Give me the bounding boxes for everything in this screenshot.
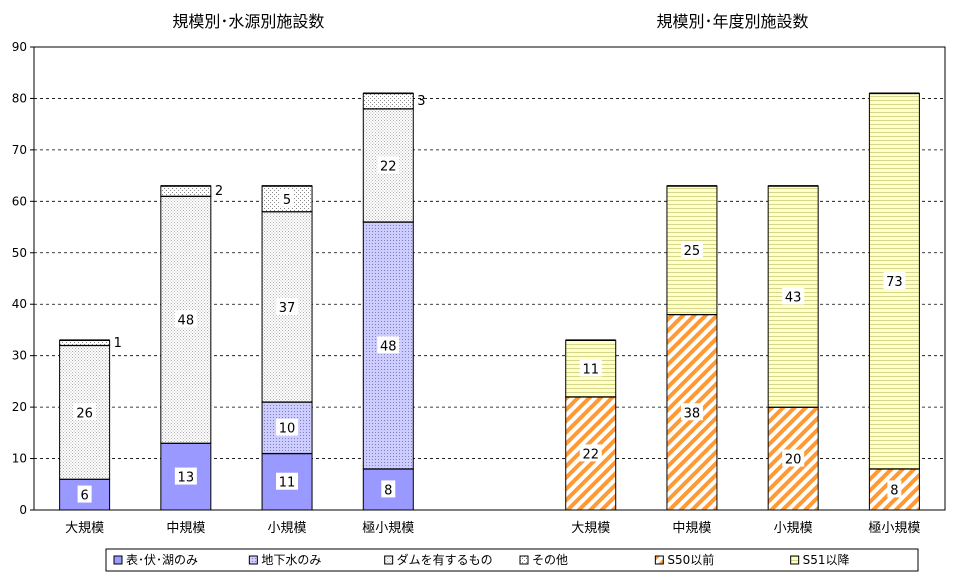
legend-layer: 表･伏･湖のみ 地下水のみ ダムを有するもの その他 S50以前 S51以降 xyxy=(105,548,919,572)
data-label-bg xyxy=(174,310,197,328)
legend-label: 表･伏･湖のみ xyxy=(126,552,198,567)
x-tick-label: 大規模 xyxy=(65,521,104,536)
legend-swatch xyxy=(519,555,529,565)
data-label-bg xyxy=(680,403,703,421)
data-label: 22 xyxy=(380,159,397,174)
data-label-bg xyxy=(276,418,299,436)
labels-layer: 6 26 1 13 48 2 11 10 37 5 8 48 22 3 22 11 38 25 20 43 8 73 xyxy=(73,94,906,504)
legend-swatch xyxy=(654,555,664,565)
data-label: 20 xyxy=(785,453,802,468)
data-label-bg xyxy=(381,480,396,498)
x-tick-label: 極小規模 xyxy=(868,520,920,536)
data-label-bg xyxy=(276,472,299,490)
y-tick-label: 40 xyxy=(12,297,27,311)
legend-label: S50以前 xyxy=(667,552,714,567)
data-label: 8 xyxy=(890,483,898,498)
y-tick-label: 90 xyxy=(12,40,27,54)
x-tick-label: 大規模 xyxy=(571,521,610,536)
x-tick-label: 中規模 xyxy=(166,521,205,536)
x-tick-label: 小規模 xyxy=(774,521,813,536)
data-label: 37 xyxy=(279,301,296,316)
x-tick-label: 中規模 xyxy=(672,521,711,536)
data-label-bg xyxy=(883,272,906,290)
data-label: 11 xyxy=(279,476,296,491)
data-label: 8 xyxy=(384,483,392,498)
data-label: 3 xyxy=(417,94,425,109)
x-tick-label: 小規模 xyxy=(268,521,307,536)
data-label-bg xyxy=(680,241,703,259)
data-label-bg xyxy=(276,297,299,315)
data-label: 13 xyxy=(178,471,195,486)
legend-label: ダムを有するもの xyxy=(397,552,493,567)
legend-label: 地下水のみ xyxy=(261,553,321,567)
data-label-bg xyxy=(377,336,400,354)
data-label: 5 xyxy=(283,193,291,208)
data-label-bg xyxy=(579,444,602,462)
bar-segment xyxy=(160,185,212,197)
data-label-bg xyxy=(174,467,197,485)
data-label: 2 xyxy=(215,184,223,199)
legend-label: S51以降 xyxy=(803,553,850,567)
data-label: 48 xyxy=(380,339,397,354)
legend-label: その他 xyxy=(532,553,568,567)
data-label: 73 xyxy=(886,275,903,290)
x-tick-label: 極小規模 xyxy=(362,520,414,536)
data-label: 11 xyxy=(582,363,599,378)
data-label: 1 xyxy=(114,336,122,351)
legend-swatch xyxy=(790,555,800,565)
data-label: 26 xyxy=(76,406,93,421)
axes-layer: 0 10 20 30 40 50 60 70 80 90 大規模 中規模 小規模 極小規模 大規模 中規模 小規… xyxy=(12,12,946,536)
data-label: 38 xyxy=(684,406,701,421)
y-tick-label: 30 xyxy=(12,349,27,363)
data-label-bg xyxy=(579,359,602,377)
legend-swatch xyxy=(248,555,258,565)
data-label: 48 xyxy=(178,314,195,329)
data-label-bg xyxy=(377,156,400,174)
y-tick-label: 0 xyxy=(19,503,27,517)
data-label: 25 xyxy=(684,244,701,259)
data-label-bg xyxy=(782,449,805,467)
data-label-bg xyxy=(77,485,92,503)
legend-swatch xyxy=(384,555,394,565)
y-tick-label: 20 xyxy=(12,400,27,414)
data-label: 6 xyxy=(80,489,88,504)
y-tick-label: 50 xyxy=(12,246,27,260)
legend-box xyxy=(105,548,919,572)
bar-segment xyxy=(362,92,414,110)
legend-swatch xyxy=(113,555,123,565)
data-label: 43 xyxy=(785,291,802,306)
data-label-bg xyxy=(887,480,902,498)
data-label-bg xyxy=(280,189,295,207)
chart-title: 規模別･水源別施設数 xyxy=(172,12,324,31)
chart-title: 規模別･年度別施設数 xyxy=(657,12,809,31)
plot-frame xyxy=(33,46,946,511)
data-label-bg xyxy=(73,403,96,421)
y-tick-label: 80 xyxy=(12,91,27,105)
y-tick-label: 10 xyxy=(12,452,27,466)
y-tick-label: 60 xyxy=(12,194,27,208)
data-label-bg xyxy=(782,287,805,305)
data-label: 22 xyxy=(582,447,599,462)
data-label: 10 xyxy=(279,422,296,437)
y-tick-label: 70 xyxy=(12,143,27,157)
